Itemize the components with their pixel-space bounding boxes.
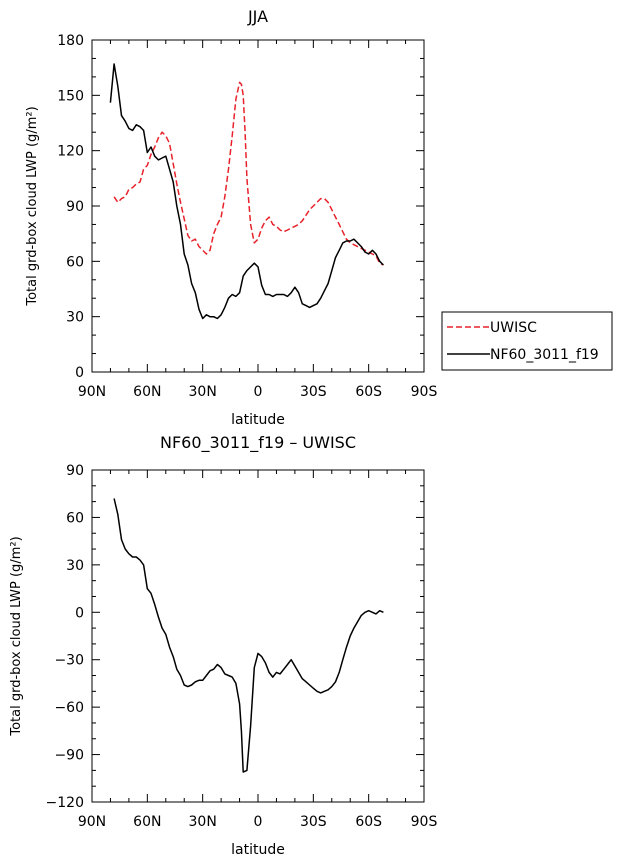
top-ytick-label: 120 <box>57 144 84 160</box>
top-xtick-label: 60N <box>133 384 161 400</box>
top-series-line-uwisc <box>113 81 384 266</box>
top-chart-title: JJA <box>247 7 268 26</box>
legend-label-uwisc: UWISC <box>490 320 537 336</box>
top-series-line-nf60-3011-f19 <box>109 63 384 320</box>
bottom-xtick-label: 0 <box>254 814 263 830</box>
bottom-xtick-label: 30N <box>189 814 217 830</box>
bottom-chart-title: NF60_3011_f19 – UWISC <box>160 433 356 453</box>
bottom-series-line-difference <box>113 498 384 773</box>
top-y-axis-label: Total grd-box cloud LWP (g/m²) <box>25 106 40 306</box>
top-xtick-label: 90N <box>78 384 106 400</box>
bottom-xtick-label: 30S <box>300 814 327 830</box>
bottom-axis-ticks: 90N 60N 30N 0 30S 60S 90S −120 −90 −60 −30 0 30 60 90 <box>46 463 438 830</box>
top-xtick-label: 30S <box>300 384 327 400</box>
top-ytick-label: 30 <box>66 310 84 326</box>
bottom-ytick-label: 90 <box>66 463 84 479</box>
bottom-xtick-label: 60S <box>355 814 382 830</box>
top-ytick-label: 60 <box>66 254 84 270</box>
bottom-x-axis-label: latitude <box>231 842 285 858</box>
top-ytick-label: 90 <box>66 199 84 215</box>
top-ytick-label: 180 <box>57 33 84 49</box>
top-axis-ticks: 90N 60N 30N 0 30S 60S 90S 0 30 60 90 120 150 180 <box>57 33 437 400</box>
top-series-lines <box>109 63 384 320</box>
bottom-xtick-label: 60N <box>133 814 161 830</box>
top-ytick-label: 150 <box>57 88 84 104</box>
bottom-xtick-label: 90N <box>78 814 106 830</box>
bottom-ytick-label: 0 <box>75 605 84 621</box>
top-xtick-label: 90S <box>411 384 438 400</box>
bottom-ytick-label: 60 <box>66 510 84 526</box>
bottom-ytick-label: 30 <box>66 558 84 574</box>
top-xtick-label: 30N <box>189 384 217 400</box>
top-xtick-label: 60S <box>355 384 382 400</box>
top-panel: JJA 90N 60N 30N 0 30S 60S 90S0306090120150180 … <box>25 7 437 428</box>
bottom-xtick-label: 90S <box>411 814 438 830</box>
top-x-axis-label: latitude <box>231 412 285 428</box>
bottom-series-lines <box>113 498 384 773</box>
legend: UWISC NF60_3011_f19 <box>441 311 613 371</box>
legend-box <box>441 311 613 371</box>
top-plot-frame <box>91 39 425 373</box>
bottom-plot-frame <box>91 469 425 803</box>
bottom-ytick-label: −60 <box>54 700 84 716</box>
bottom-ytick-label: −90 <box>54 748 84 764</box>
bottom-ytick-label: −30 <box>54 653 84 669</box>
bottom-panel: NF60_3011_f19 – UWISC 90N 60N 30N 0 30S 60S 90… <box>9 433 437 858</box>
top-xtick-label: 0 <box>254 384 263 400</box>
bottom-ytick-label: −120 <box>46 795 84 811</box>
top-ytick-label: 0 <box>75 365 84 381</box>
legend-label-nf60: NF60_3011_f19 <box>490 347 599 363</box>
bottom-y-axis-label: Total grd-box cloud LWP (g/m²) <box>9 536 24 736</box>
